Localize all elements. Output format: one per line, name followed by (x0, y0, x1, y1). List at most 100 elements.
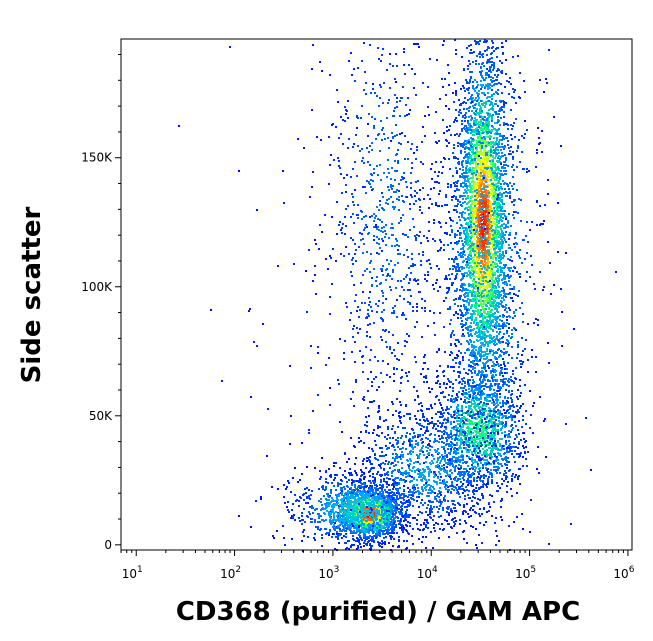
data-point (468, 427, 470, 429)
data-point (453, 428, 455, 430)
data-point (459, 461, 461, 463)
data-point (472, 439, 474, 441)
data-point (460, 488, 462, 490)
data-point (401, 502, 403, 504)
data-point (482, 432, 484, 434)
data-point (499, 487, 501, 489)
data-point (462, 459, 464, 461)
data-point (378, 405, 380, 407)
data-point (442, 391, 444, 393)
data-point (475, 409, 477, 411)
data-point (381, 521, 383, 523)
data-point (336, 531, 338, 533)
data-point (451, 438, 453, 440)
data-point (443, 375, 445, 377)
data-point (322, 487, 324, 489)
data-point (377, 506, 379, 508)
data-point (479, 389, 481, 391)
data-point (449, 464, 451, 466)
data-point (471, 464, 473, 466)
data-point (379, 487, 381, 489)
data-point (386, 522, 388, 524)
data-point (341, 537, 343, 539)
data-point (399, 479, 401, 481)
data-point (399, 523, 401, 525)
data-point (426, 485, 428, 487)
data-point (397, 517, 399, 519)
data-point (409, 525, 411, 527)
data-point (507, 436, 509, 438)
data-point (311, 507, 313, 509)
data-point (358, 499, 360, 501)
data-point (402, 427, 404, 429)
data-point (342, 474, 344, 476)
data-point (433, 515, 435, 517)
data-point (430, 505, 432, 507)
data-point (468, 388, 470, 390)
data-point (365, 493, 367, 495)
data-point (339, 534, 341, 536)
data-point (384, 543, 386, 545)
data-point (379, 484, 381, 486)
data-point (381, 455, 383, 457)
data-point (373, 510, 375, 512)
data-point (382, 486, 384, 488)
data-point (372, 497, 374, 499)
data-point (424, 478, 426, 480)
data-point (458, 417, 460, 419)
data-point (539, 396, 541, 398)
data-point (360, 497, 362, 499)
data-point (439, 422, 441, 424)
data-point (491, 402, 493, 404)
data-point (325, 498, 327, 500)
data-point (512, 446, 514, 448)
data-point (360, 440, 362, 442)
data-point (456, 489, 458, 491)
data-point (499, 453, 501, 455)
data-point (330, 523, 332, 525)
data-point (467, 478, 469, 480)
data-point (396, 489, 398, 491)
data-point (372, 531, 374, 533)
data-point (471, 423, 473, 425)
data-point (472, 509, 474, 511)
data-point (491, 385, 493, 387)
data-point (461, 417, 463, 419)
data-point (517, 409, 519, 411)
data-point (487, 413, 489, 415)
data-point (339, 504, 341, 506)
data-point (304, 488, 306, 490)
data-point (337, 538, 339, 540)
data-point (317, 526, 319, 528)
data-point (317, 521, 319, 523)
data-point (382, 484, 384, 486)
data-point (421, 499, 423, 501)
data-point (448, 408, 450, 410)
data-point (386, 524, 388, 526)
data-point (341, 494, 343, 496)
data-point (499, 443, 501, 445)
data-point (463, 538, 465, 540)
data-point (458, 493, 460, 495)
data-point (368, 480, 370, 482)
data-point (319, 478, 321, 480)
data-point (359, 478, 361, 480)
data-point (489, 412, 491, 414)
data-point (423, 484, 425, 486)
data-point (422, 504, 424, 506)
data-point (331, 482, 333, 484)
data-point (425, 524, 427, 526)
data-point (516, 516, 518, 518)
data-point (369, 499, 371, 501)
data-point (369, 529, 371, 531)
data-point (441, 446, 443, 448)
data-point (457, 427, 459, 429)
data-point (324, 513, 326, 515)
data-point (456, 420, 458, 422)
data-point (409, 458, 411, 460)
data-point (471, 457, 473, 459)
data-point (350, 487, 352, 489)
data-point (407, 487, 409, 489)
data-point (327, 482, 329, 484)
